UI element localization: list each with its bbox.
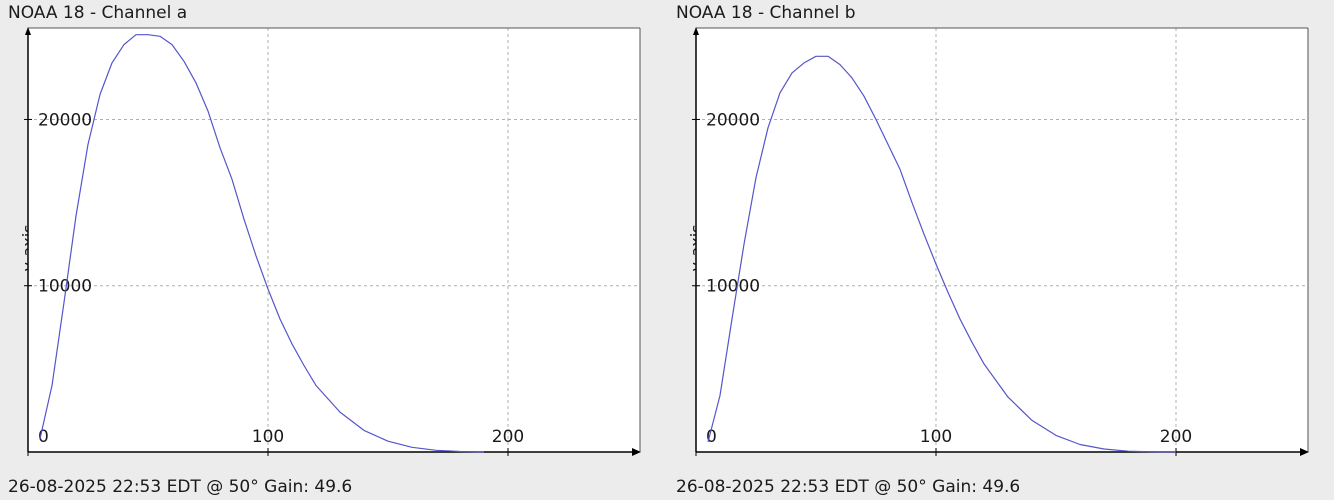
plot-area: 0 100 200 10000 20000 [692,27,1309,456]
x-axis-arrow [632,448,641,456]
y-axis-arrow [693,27,699,35]
x-axis-arrow [1300,448,1309,456]
y-axis-arrow [25,27,31,35]
x-tick-label: 0 [38,427,49,447]
x-tick-label: 100 [920,427,952,447]
y-tick-label: 10000 [38,277,92,297]
x-tick-label: 100 [252,427,284,447]
chart-title: NOAA 18 - Channel a [8,3,188,23]
series-line [707,55,1177,453]
chart-panel-b: NOAA 18 - Channel b y-axis 0100200100002… [668,0,1328,500]
chart-footer: 26-08-2025 22:53 EDT @ 50° Gain: 49.6 [676,477,1021,497]
y-tick-label: 20000 [706,110,760,130]
series-line [39,34,485,453]
y-tick-label: 20000 [38,110,92,130]
x-tick-label: 0 [706,427,717,447]
chart-title: NOAA 18 - Channel b [676,3,856,23]
chart-footer: 26-08-2025 22:53 EDT @ 50° Gain: 49.6 [8,477,353,497]
plot-area: 0 100 200 10000 20000 [24,27,641,456]
plot-background [28,28,640,452]
x-tick-label: 200 [492,427,524,447]
y-tick-label: 10000 [706,277,760,297]
x-tick-label: 200 [1160,427,1192,447]
chart-panel-a: NOAA 18 - Channel a y-axis 0100200100002… [0,0,660,500]
plot-background [696,28,1308,452]
